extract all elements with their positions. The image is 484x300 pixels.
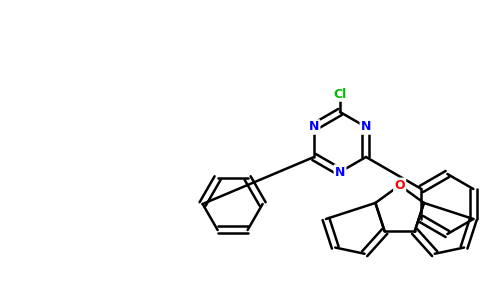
Text: N: N xyxy=(309,121,319,134)
Text: O: O xyxy=(394,179,405,192)
Text: N: N xyxy=(361,121,371,134)
Text: N: N xyxy=(335,166,345,178)
Text: Cl: Cl xyxy=(333,88,347,100)
